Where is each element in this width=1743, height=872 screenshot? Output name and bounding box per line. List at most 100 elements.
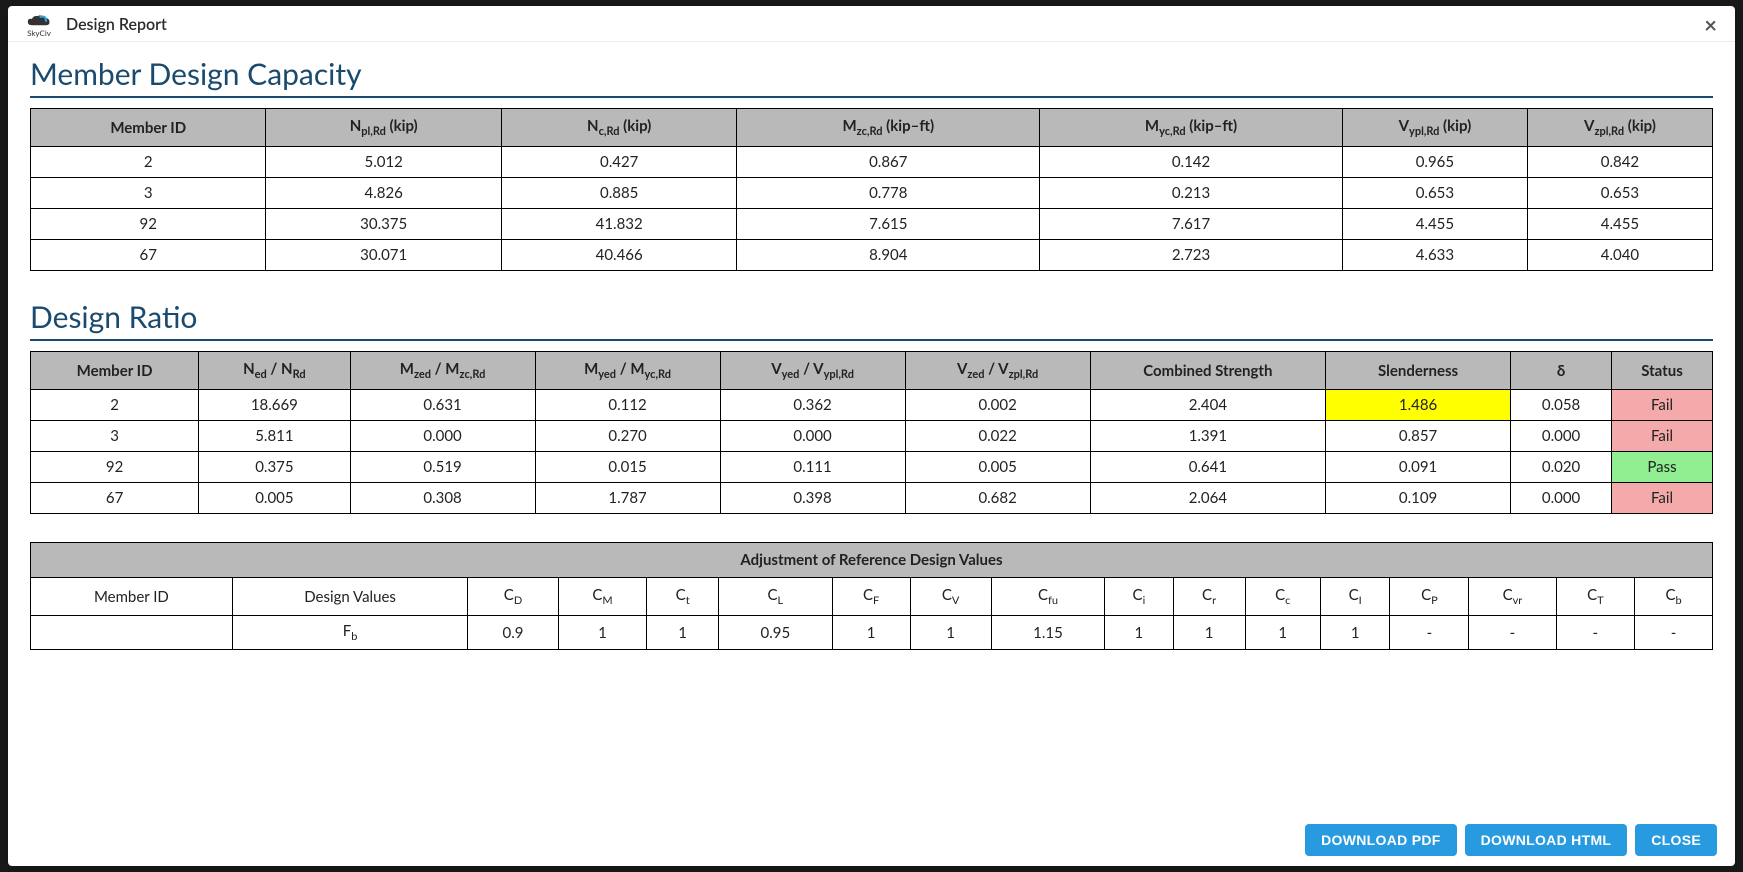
modal-header: SkyCiv Design Report ×	[8, 6, 1735, 42]
table-cell: 0.213	[1040, 178, 1343, 209]
modal-title: Design Report	[66, 15, 167, 34]
skyciv-logo: SkyCiv	[22, 12, 56, 37]
table-cell: 0.000	[720, 421, 905, 452]
table-cell: 4.455	[1342, 209, 1527, 240]
section-heading-ratio: Design Ratio	[30, 299, 1713, 341]
close-button[interactable]: CLOSE	[1635, 824, 1717, 856]
status-cell: Fail	[1612, 421, 1713, 452]
table-cell: 92	[31, 209, 266, 240]
table-cell: 0.002	[905, 390, 1090, 421]
table-cell: 1	[1173, 616, 1245, 650]
column-header: Vyed / Vypl,Rd	[720, 352, 905, 390]
table-cell: 40.466	[501, 240, 736, 271]
capacity-table: Member IDNpl,Rd (kip)Nc,Rd (kip)Mzc,Rd (…	[30, 108, 1713, 271]
table-cell: 0.842	[1527, 147, 1712, 178]
table-cell: 0.091	[1326, 452, 1511, 483]
table-cell: 0.778	[737, 178, 1040, 209]
column-header: Cr	[1173, 578, 1245, 616]
table-cell: 0.857	[1326, 421, 1511, 452]
table-cell: 4.455	[1527, 209, 1712, 240]
table-cell: 67	[31, 483, 199, 514]
table-cell: -	[1469, 616, 1556, 650]
column-header: CD	[468, 578, 558, 616]
column-header: CM	[558, 578, 647, 616]
table-cell: 4.040	[1527, 240, 1712, 271]
table-cell: 18.669	[199, 390, 350, 421]
table-cell: 1.787	[535, 483, 720, 514]
table-cell: 0.000	[350, 421, 535, 452]
table-cell: 0.015	[535, 452, 720, 483]
table-cell: 1	[558, 616, 647, 650]
table-cell: 5.012	[266, 147, 501, 178]
table-cell: 0.020	[1511, 452, 1612, 483]
column-header: Myc,Rd (kip–ft)	[1040, 109, 1343, 147]
column-header: CL	[719, 578, 833, 616]
modal-footer: DOWNLOAD PDF DOWNLOAD HTML CLOSE	[8, 816, 1735, 866]
table-row: 35.8110.0000.2700.0000.0221.3910.8570.00…	[31, 421, 1713, 452]
table-cell: 0.362	[720, 390, 905, 421]
table-cell: 0.005	[199, 483, 350, 514]
table-cell: 0.631	[350, 390, 535, 421]
column-header: Combined Strength	[1090, 352, 1325, 390]
table-cell: 41.832	[501, 209, 736, 240]
download-pdf-button[interactable]: DOWNLOAD PDF	[1305, 824, 1456, 856]
table-cell: 0.000	[1511, 421, 1612, 452]
column-header: Mzc,Rd (kip–ft)	[737, 109, 1040, 147]
table-cell: 0.022	[905, 421, 1090, 452]
table-cell: 2	[31, 147, 266, 178]
table-cell: 0.653	[1342, 178, 1527, 209]
table-cell: 92	[31, 452, 199, 483]
column-header: Npl,Rd (kip)	[266, 109, 501, 147]
column-header: CI	[1320, 578, 1390, 616]
modal-body[interactable]: Member Design Capacity Member IDNpl,Rd (…	[8, 42, 1735, 816]
table-cell: 0.398	[720, 483, 905, 514]
column-header: δ	[1511, 352, 1612, 390]
table-cell: 0.9	[468, 616, 558, 650]
table-row: 9230.37541.8327.6157.6174.4554.455	[31, 209, 1713, 240]
table-cell: 1	[1245, 616, 1320, 650]
table-cell: 0.519	[350, 452, 535, 483]
column-header: Nc,Rd (kip)	[501, 109, 736, 147]
column-header: CP	[1390, 578, 1469, 616]
table-cell: 1	[647, 616, 719, 650]
download-html-button[interactable]: DOWNLOAD HTML	[1465, 824, 1628, 856]
table-cell: 0.867	[737, 147, 1040, 178]
column-header: Member ID	[31, 578, 233, 616]
table-cell: 1	[832, 616, 910, 650]
table-cell: -	[1556, 616, 1635, 650]
column-header: Member ID	[31, 109, 266, 147]
table-cell: 0.885	[501, 178, 736, 209]
table-cell: 0.653	[1527, 178, 1712, 209]
table-cell: 0.112	[535, 390, 720, 421]
table-row: 6730.07140.4668.9042.7234.6334.040	[31, 240, 1713, 271]
table-cell: 0.682	[905, 483, 1090, 514]
table-cell: 30.071	[266, 240, 501, 271]
table-cell: -	[1635, 616, 1713, 650]
table-cell	[31, 616, 233, 650]
table-cell: 7.617	[1040, 209, 1343, 240]
table-cell: 1.391	[1090, 421, 1325, 452]
column-header: CV	[910, 578, 991, 616]
table-cell: 8.904	[737, 240, 1040, 271]
table-cell: -	[1390, 616, 1469, 650]
status-cell: Pass	[1612, 452, 1713, 483]
table-cell: 0.427	[501, 147, 736, 178]
table-row: Fb0.9110.95111.151111----	[31, 616, 1713, 650]
table-cell: 2.404	[1090, 390, 1325, 421]
table-cell: 30.375	[266, 209, 501, 240]
table-row: 670.0050.3081.7870.3980.6822.0640.1090.0…	[31, 483, 1713, 514]
table-cell: 1	[1320, 616, 1390, 650]
table-cell: 0.000	[1511, 483, 1612, 514]
status-cell: Fail	[1612, 390, 1713, 421]
table-cell: 67	[31, 240, 266, 271]
table-cell: 3	[31, 178, 266, 209]
table-row: 218.6690.6310.1120.3620.0022.4041.4860.0…	[31, 390, 1713, 421]
table-cell: 0.375	[199, 452, 350, 483]
column-header: Member ID	[31, 352, 199, 390]
status-cell: Fail	[1612, 483, 1713, 514]
column-header: Cc	[1245, 578, 1320, 616]
table-cell: 0.142	[1040, 147, 1343, 178]
table-cell: 0.308	[350, 483, 535, 514]
close-icon[interactable]: ×	[1700, 14, 1721, 36]
table-cell: 0.270	[535, 421, 720, 452]
